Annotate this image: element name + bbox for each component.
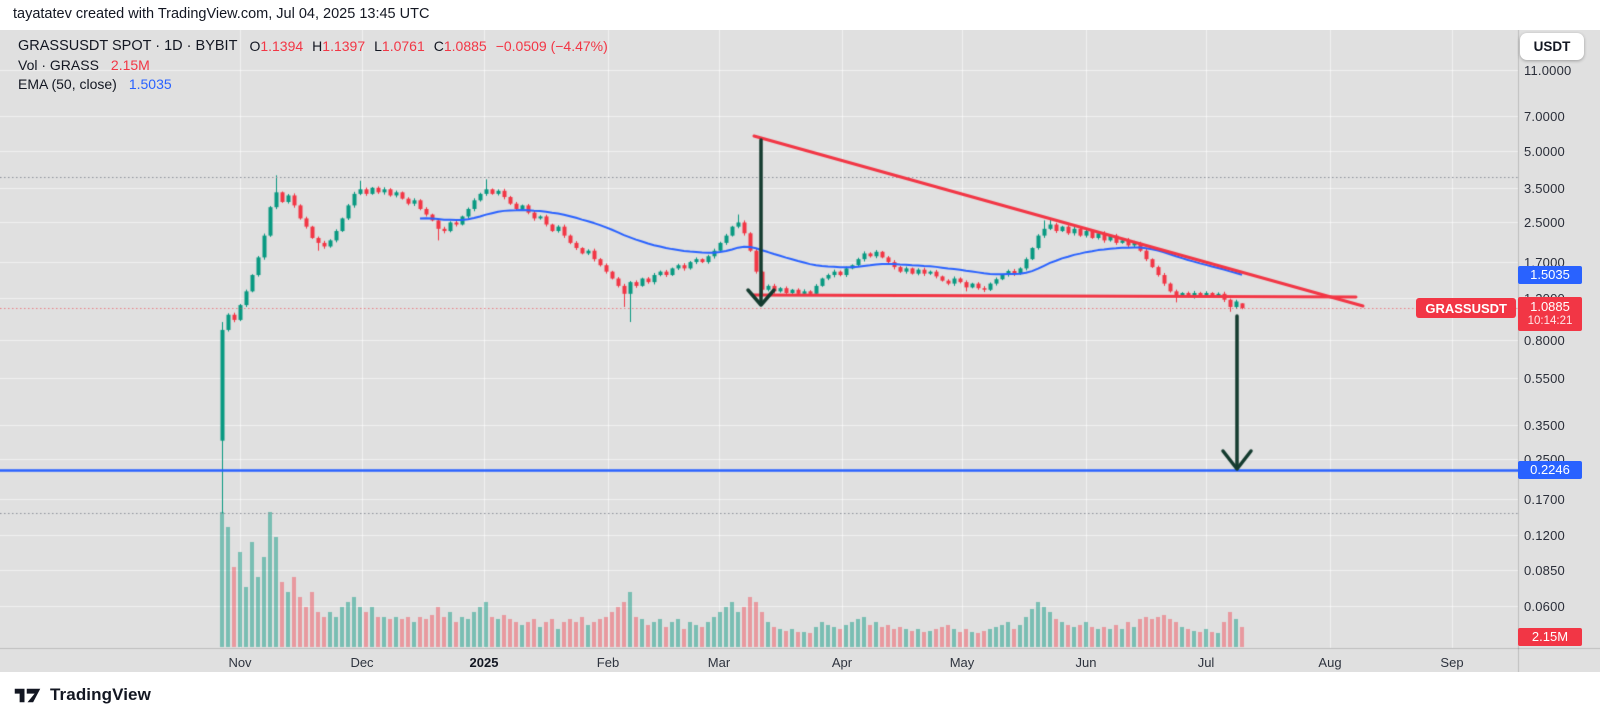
level-price-badge: 0.2246	[1518, 461, 1582, 480]
price-tick-label: 5.0000	[1524, 144, 1565, 160]
ema-indicator-value: 1.5035	[128, 75, 172, 92]
ohlc-pair: L1.0761	[374, 37, 425, 54]
time-tick-label: Aug	[1318, 655, 1342, 670]
price-tick-label: 7.0000	[1524, 109, 1565, 125]
bar-countdown: 10:14:21	[1527, 315, 1573, 328]
ohlc-values: O1.1394 H1.1397 L1.0761 C1.0885	[249, 38, 495, 54]
price-tick-label: 0.3500	[1524, 417, 1565, 433]
last-price-badge: 1.0885 10:14:21	[1518, 297, 1582, 332]
attribution-text: tayatatev created with TradingView.com, …	[13, 6, 430, 22]
price-tick-label: 2.5000	[1524, 215, 1565, 231]
legend-symbol-row: GRASSUSDT SPOT · 1D · BYBIT O1.1394 H1.13…	[18, 36, 608, 55]
price-tick-label: 0.8000	[1524, 332, 1565, 348]
chart-pane[interactable]	[0, 30, 1600, 672]
tradingview-logo-icon	[14, 688, 41, 702]
time-axis[interactable]: Nov Dec 2025 Feb Mar Apr May Jun Jul Aug Sep	[0, 648, 1518, 672]
last-price-value: 1.0885	[1530, 299, 1570, 315]
time-tick-label: 2025	[469, 655, 499, 670]
time-tick-label: Sep	[1440, 655, 1464, 670]
ohlc-pair: O1.1394	[249, 37, 304, 54]
attribution-bar: tayatatev created with TradingView.com, …	[0, 0, 1600, 30]
time-tick-label: Nov	[228, 655, 252, 670]
price-tick-label: 0.0850	[1524, 563, 1565, 579]
time-tick-label: Apr	[831, 655, 853, 670]
legend-volume-row: Vol · GRASS 2.15M	[18, 55, 608, 74]
time-tick-label: Dec	[350, 655, 374, 670]
chart-legend: GRASSUSDT SPOT · 1D · BYBIT O1.1394 H1.13…	[18, 36, 608, 93]
time-tick-label: May	[949, 655, 975, 670]
time-tick-label: Jun	[1075, 655, 1097, 670]
symbol-title: GRASSUSDT SPOT · 1D · BYBIT	[18, 37, 238, 54]
legend-ema-row: EMA (50, close) 1.5035	[18, 74, 608, 93]
ema-indicator-label: EMA (50, close)	[18, 75, 117, 92]
price-tick-label: 11.0000	[1524, 62, 1572, 78]
time-tick-label: Jul	[1197, 655, 1215, 670]
footer-bar: TradingView	[0, 672, 1600, 718]
ema-price-badge: 1.5035	[1518, 265, 1582, 284]
time-tick-label: Feb	[596, 655, 620, 670]
price-tick-label: 0.0600	[1524, 599, 1565, 615]
price-tick-label: 0.1700	[1524, 492, 1565, 508]
tradingview-brand-text: TradingView	[50, 685, 151, 704]
currency-toggle-button[interactable]: USDT	[1520, 33, 1584, 60]
change-value: −0.0509 (−4.47%)	[495, 37, 608, 54]
volume-indicator-value: 2.15M	[110, 56, 150, 73]
ohlc-pair: H1.1397	[312, 37, 366, 54]
symbol-price-label-badge: GRASSUSDT	[1416, 298, 1516, 319]
price-tick-label: 0.1200	[1524, 528, 1565, 543]
time-tick-label: Mar	[707, 655, 731, 670]
currency-toggle-label: USDT	[1533, 39, 1571, 54]
price-axis[interactable]: USDT 11.0000 7.0000 5.0000 3.5000 2.5000 1.70…	[1518, 30, 1600, 648]
price-tick-label: 0.5500	[1524, 371, 1565, 387]
ohlc-pair: C1.0885	[433, 37, 487, 54]
volume-indicator-label: Vol · GRASS	[18, 56, 99, 73]
price-tick-label: 3.5000	[1524, 180, 1565, 196]
volume-axis-badge: 2.15M	[1518, 628, 1582, 646]
